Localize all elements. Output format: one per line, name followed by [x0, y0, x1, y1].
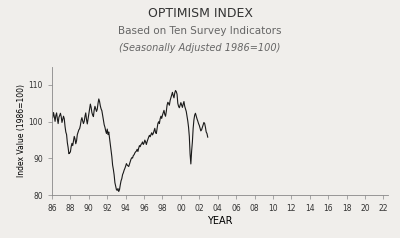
- Text: (Seasonally Adjusted 1986=100): (Seasonally Adjusted 1986=100): [119, 43, 281, 53]
- Text: OPTIMISM INDEX: OPTIMISM INDEX: [148, 7, 252, 20]
- Y-axis label: Index Value (1986=100): Index Value (1986=100): [17, 84, 26, 177]
- X-axis label: YEAR: YEAR: [207, 216, 233, 226]
- Text: Based on Ten Survey Indicators: Based on Ten Survey Indicators: [118, 26, 282, 36]
